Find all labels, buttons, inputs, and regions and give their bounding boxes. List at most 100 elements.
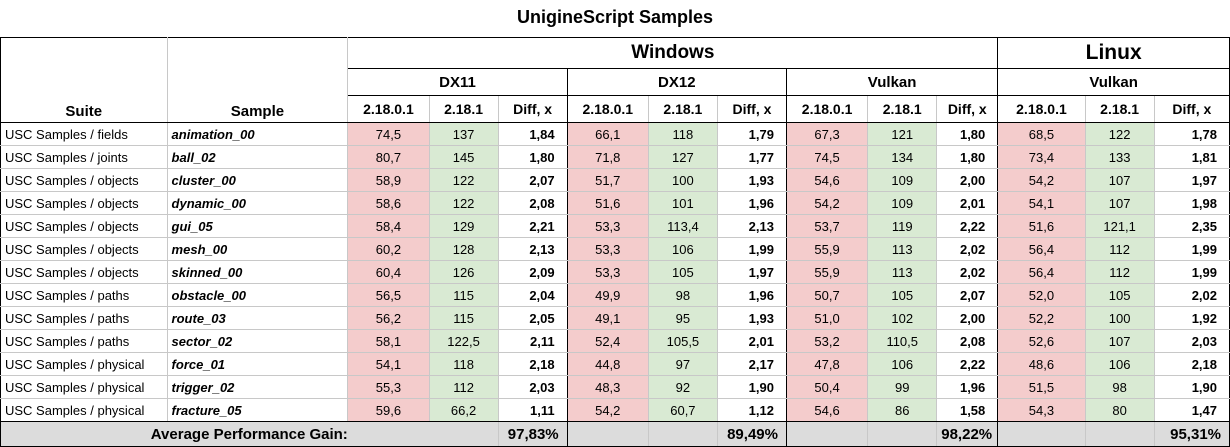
vulkan-linux-header: Vulkan xyxy=(997,68,1230,96)
old-fps-cell: 54,1 xyxy=(997,191,1086,215)
suite-cell: USC Samples / physical xyxy=(0,352,168,376)
diff-cell: 1,80 xyxy=(936,122,999,146)
old-fps-cell: 53,7 xyxy=(785,214,869,238)
table-row: USC Samples / objects gui_05 58,4 129 2,21 53… xyxy=(0,214,1230,238)
old-fps-cell: 52,6 xyxy=(997,329,1086,353)
table-row: USC Samples / joints ball_02 80,7 145 1,80 71… xyxy=(0,145,1230,169)
dx12-version-old-header: 2.18.0.1 xyxy=(566,95,649,123)
new-fps-cell: 127 xyxy=(647,145,718,169)
new-fps-cell: 109 xyxy=(867,191,938,215)
diff-cell: 1,99 xyxy=(1153,260,1230,284)
old-fps-cell: 54,6 xyxy=(785,398,869,422)
average-row: Average Performance Gain: 97,83% 89,49% 98,… xyxy=(0,421,1230,447)
version-header-row: 2.18.0.1 2.18.1 Diff, x 2.18.0.1 2.18.1 Diff,… xyxy=(1,95,1230,123)
vulkan-windows-version-old-header: 2.18.0.1 xyxy=(785,95,869,123)
old-fps-cell: 58,6 xyxy=(347,191,430,215)
old-fps-cell: 53,2 xyxy=(785,329,869,353)
new-fps-cell: 122,5 xyxy=(428,329,499,353)
new-fps-cell: 113 xyxy=(867,237,938,261)
sample-cell: mesh_00 xyxy=(166,237,349,261)
diff-cell: 1,58 xyxy=(936,398,999,422)
old-fps-cell: 51,6 xyxy=(997,214,1086,238)
new-fps-cell: 112 xyxy=(1084,260,1155,284)
new-fps-cell: 105 xyxy=(1084,283,1155,307)
diff-cell: 1,99 xyxy=(716,237,787,261)
new-fps-cell: 134 xyxy=(867,145,938,169)
old-fps-cell: 56,4 xyxy=(997,237,1086,261)
diff-cell: 2,01 xyxy=(936,191,999,215)
diff-cell: 2,03 xyxy=(497,375,568,399)
footer-spacer xyxy=(1084,421,1155,447)
old-fps-cell: 71,8 xyxy=(566,145,649,169)
diff-cell: 1,47 xyxy=(1153,398,1230,422)
sample-cell: force_01 xyxy=(166,352,349,376)
old-fps-cell: 56,2 xyxy=(347,306,430,330)
old-fps-cell: 52,0 xyxy=(997,283,1086,307)
old-fps-cell: 58,4 xyxy=(347,214,430,238)
new-fps-cell: 106 xyxy=(1084,352,1155,376)
suite-cell: USC Samples / objects xyxy=(0,168,168,192)
old-fps-cell: 67,3 xyxy=(785,122,869,146)
suite-cell: USC Samples / paths xyxy=(0,329,168,353)
diff-cell: 1,98 xyxy=(1153,191,1230,215)
new-fps-cell: 102 xyxy=(867,306,938,330)
diff-cell: 1,90 xyxy=(716,375,787,399)
vulkan-windows-diff-header: Diff, x xyxy=(936,95,999,123)
old-fps-cell: 54,6 xyxy=(785,168,869,192)
old-fps-cell: 54,1 xyxy=(347,352,430,376)
old-fps-cell: 51,5 xyxy=(997,375,1086,399)
diff-cell: 2,18 xyxy=(1153,352,1230,376)
benchmark-table: Suite Sample Windows Linux DX11 DX12 Vul… xyxy=(0,37,1230,447)
diff-cell: 1,12 xyxy=(716,398,787,422)
old-fps-cell: 52,2 xyxy=(997,306,1086,330)
table-row: USC Samples / paths obstacle_00 56,5 115 2,0… xyxy=(0,283,1230,307)
os-header-row: Suite Sample Windows Linux xyxy=(0,37,1230,123)
new-fps-cell: 80 xyxy=(1084,398,1155,422)
diff-cell: 2,18 xyxy=(497,352,568,376)
footer-spacer xyxy=(566,421,649,447)
vulkan-windows-version-new-header: 2.18.1 xyxy=(867,95,938,123)
dx11-version-old-header: 2.18.0.1 xyxy=(347,95,430,123)
vulkan-windows-average: 98,22% xyxy=(936,421,999,447)
sample-header-cell: Sample xyxy=(166,37,349,123)
new-fps-cell: 107 xyxy=(1084,329,1155,353)
diff-cell: 2,22 xyxy=(936,352,999,376)
suite-header-cell: Suite xyxy=(0,37,168,123)
new-fps-cell: 112 xyxy=(1084,237,1155,261)
suite-cell: USC Samples / objects xyxy=(0,214,168,238)
diff-cell: 2,22 xyxy=(936,214,999,238)
footer-spacer xyxy=(997,421,1086,447)
old-fps-cell: 60,2 xyxy=(347,237,430,261)
old-fps-cell: 51,6 xyxy=(566,191,649,215)
old-fps-cell: 47,8 xyxy=(785,352,869,376)
old-fps-cell: 49,9 xyxy=(566,283,649,307)
old-fps-cell: 51,7 xyxy=(566,168,649,192)
diff-cell: 2,07 xyxy=(936,283,999,307)
sample-cell: fracture_05 xyxy=(166,398,349,422)
diff-cell: 1,97 xyxy=(716,260,787,284)
new-fps-cell: 126 xyxy=(428,260,499,284)
diff-cell: 1,78 xyxy=(1153,122,1230,146)
table-row: USC Samples / fields animation_00 74,5 137 1… xyxy=(0,122,1230,146)
diff-cell: 2,00 xyxy=(936,306,999,330)
table-row: USC Samples / objects mesh_00 60,2 128 2,13 5… xyxy=(0,237,1230,261)
suite-cell: USC Samples / physical xyxy=(0,375,168,399)
sample-cell: route_03 xyxy=(166,306,349,330)
vulkan-linux-version-new-header: 2.18.1 xyxy=(1084,95,1155,123)
new-fps-cell: 100 xyxy=(647,168,718,192)
sample-cell: cluster_00 xyxy=(166,168,349,192)
new-fps-cell: 97 xyxy=(647,352,718,376)
old-fps-cell: 66,1 xyxy=(566,122,649,146)
table-row: USC Samples / objects cluster_00 58,9 122 2,… xyxy=(0,168,1230,192)
diff-cell: 2,35 xyxy=(1153,214,1230,238)
new-fps-cell: 98 xyxy=(647,283,718,307)
diff-cell: 1,96 xyxy=(716,283,787,307)
new-fps-cell: 112 xyxy=(428,375,499,399)
new-fps-cell: 115 xyxy=(428,306,499,330)
new-fps-cell: 115 xyxy=(428,283,499,307)
new-fps-cell: 118 xyxy=(647,122,718,146)
new-fps-cell: 109 xyxy=(867,168,938,192)
diff-cell: 2,02 xyxy=(936,260,999,284)
footer-spacer xyxy=(867,421,938,447)
new-fps-cell: 66,2 xyxy=(428,398,499,422)
